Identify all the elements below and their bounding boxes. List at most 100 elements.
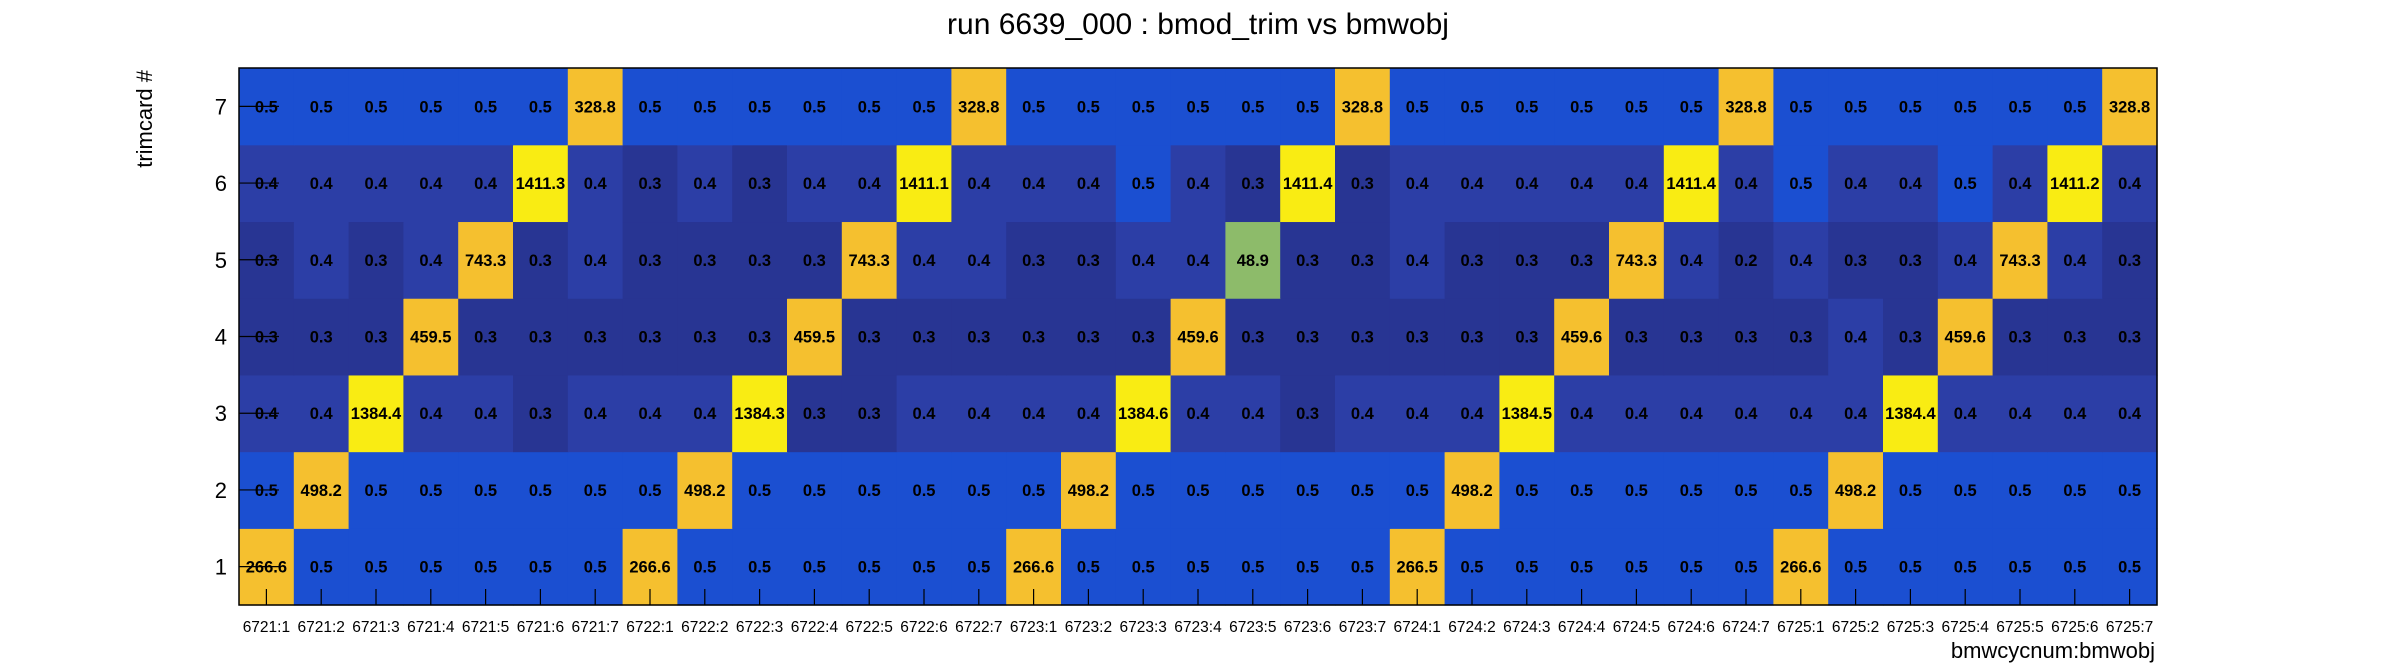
cell-value-label: 0.5 [748, 98, 771, 116]
cell-value-label: 0.5 [1461, 559, 1484, 577]
cell-value-label: 0.5 [255, 482, 278, 500]
cell-value-label: 0.4 [1844, 175, 1868, 193]
heatmap-cell [1883, 298, 1939, 376]
cell-value-label: 0.4 [693, 175, 717, 193]
x-tick-label: 6723:1 [1010, 619, 1057, 636]
cell-value-label: 498.2 [1068, 482, 1109, 500]
cell-value-label: 0.4 [1187, 405, 1211, 423]
cell-value-label: 0.3 [1735, 329, 1758, 347]
cell-value-label: 0.5 [1022, 482, 1045, 500]
heatmap-cell [1828, 144, 1884, 223]
cell-value-label: 0.5 [2009, 482, 2032, 500]
heatmap-cell [1718, 298, 1774, 376]
heatmap-cell [1061, 298, 1117, 376]
cell-value-label: 0.3 [529, 329, 552, 347]
cell-value-label: 0.4 [1625, 405, 1649, 423]
cell-value-label: 0.5 [913, 98, 936, 116]
heatmap-cell [841, 68, 898, 146]
heatmap-cell [951, 144, 1007, 223]
cell-value-label: 0.3 [748, 252, 771, 270]
heatmap-cell [1006, 451, 1062, 529]
cell-value-label: 0.4 [1132, 252, 1156, 270]
cell-value-label: 0.5 [913, 559, 936, 577]
heatmap-cell [732, 374, 788, 453]
cell-value-label: 0.3 [1351, 175, 1374, 193]
cell-value-label: 0.3 [1241, 175, 1264, 193]
cell-value-label: 0.5 [584, 482, 607, 500]
cell-value-label: 0.5 [255, 98, 278, 116]
heatmap-cell [1170, 68, 1226, 146]
heatmap-cell [1773, 374, 1829, 453]
cell-value-label: 459.6 [1177, 329, 1218, 347]
y-tick-label: 1 [215, 555, 227, 580]
x-tick-label: 6723:5 [1229, 619, 1276, 636]
cell-value-label: 0.3 [1680, 329, 1703, 347]
heatmap-cell [293, 451, 350, 529]
y-tick-label: 6 [215, 171, 227, 196]
y-tick-label: 7 [215, 94, 227, 119]
heatmap-cell [732, 221, 788, 299]
heatmap-cell [677, 298, 733, 376]
heatmap-cell [567, 221, 624, 299]
cell-value-label: 0.3 [1515, 252, 1538, 270]
cell-value-label: 0.4 [419, 175, 443, 193]
x-tick-label: 6722:4 [791, 619, 839, 636]
cell-value-label: 0.4 [310, 175, 334, 193]
cell-value-label: 0.4 [1680, 252, 1704, 270]
cell-value-label: 0.5 [1570, 559, 1593, 577]
cell-value-label: 0.5 [2009, 559, 2032, 577]
cell-value-label: 0.5 [967, 559, 990, 577]
heatmap-cell [951, 451, 1007, 529]
cell-value-label: 0.5 [803, 98, 826, 116]
cell-value-label: 498.2 [1451, 482, 1492, 500]
cell-value-label: 0.3 [1351, 329, 1374, 347]
heatmap-cell [1663, 68, 1720, 146]
heatmap-cell [1335, 298, 1391, 376]
y-axis-title: trimcard # [132, 69, 157, 168]
cell-value-label: 0.5 [803, 482, 826, 500]
cell-value-label: 0.4 [365, 175, 389, 193]
heatmap-cell [1444, 451, 1500, 529]
x-axis: 6721:1 6721:2 6721:3 6721:4 6721:5 6721:6 6721… [243, 589, 2153, 636]
cell-value-label: 0.4 [967, 252, 991, 270]
cell-value-label: 0.5 [967, 482, 990, 500]
heatmap-cell [1718, 451, 1774, 529]
cell-value-label: 1411.4 [1283, 175, 1333, 193]
heatmap-cell [1663, 374, 1720, 453]
heatmap-cell [1389, 68, 1446, 146]
heatmap-cell [1828, 68, 1884, 146]
cell-value-label: 0.3 [1296, 329, 1319, 347]
cell-value-label: 0.5 [2063, 98, 2086, 116]
cell-value-label: 0.5 [2009, 98, 2032, 116]
heatmap-cell [1828, 451, 1884, 529]
heatmap-cell [622, 298, 678, 376]
x-tick-label: 6722:5 [845, 619, 892, 636]
heatmap-cell [1006, 374, 1062, 453]
cell-value-label: 0.4 [1844, 329, 1868, 347]
cell-value-label: 0.5 [1132, 482, 1155, 500]
cell-value-label: 0.4 [584, 175, 608, 193]
heatmap-cell [841, 144, 898, 223]
cell-value-label: 0.5 [584, 559, 607, 577]
cell-value-label: 328.8 [1342, 98, 1383, 116]
heatmap-cell [1115, 451, 1172, 529]
heatmap-cell [1499, 451, 1555, 529]
heatmap-cell [1061, 451, 1117, 529]
cell-value-label: 0.5 [1515, 482, 1538, 500]
heatmap-cell [1335, 144, 1391, 223]
x-tick-label: 6721:4 [407, 619, 455, 636]
cell-value-label: 0.5 [1351, 559, 1374, 577]
heatmap-cell [1335, 374, 1391, 453]
heatmap-cell [1883, 144, 1939, 223]
x-tick-label: 6723:7 [1339, 619, 1386, 636]
heatmap-cell [1663, 221, 1720, 299]
heatmap-cell [2102, 144, 2158, 223]
heatmap-cell [2047, 298, 2103, 376]
heatmap-cell [1883, 374, 1939, 453]
cell-value-label: 0.5 [419, 98, 442, 116]
cell-value-label: 0.5 [1515, 559, 1538, 577]
cell-value-label: 0.3 [803, 405, 826, 423]
cell-value-label: 0.5 [1187, 482, 1210, 500]
cell-value-label: 1384.5 [1502, 405, 1552, 423]
x-tick-label: 6724:7 [1722, 619, 1769, 636]
